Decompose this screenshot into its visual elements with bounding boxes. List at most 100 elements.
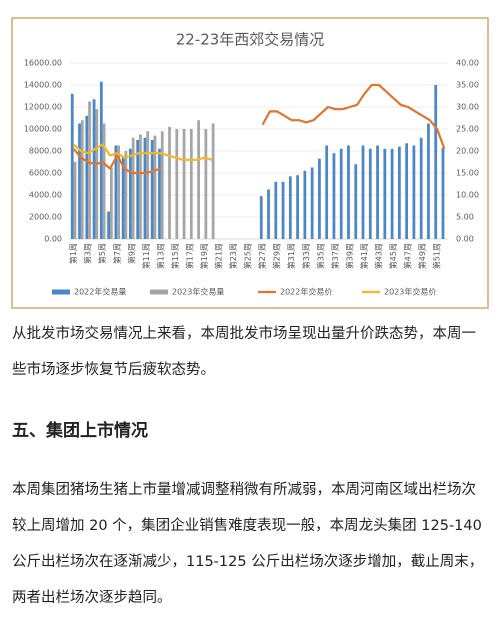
bar	[412, 145, 416, 239]
bar	[175, 129, 179, 239]
x-tick-label: 第37周	[330, 243, 340, 269]
y-tick-label: 0.00	[44, 235, 62, 244]
bar	[197, 120, 200, 239]
x-tick-label: 第51周	[432, 243, 442, 269]
bar	[124, 151, 128, 239]
y-tick-label: 16000.00	[24, 59, 62, 68]
x-tick-label: 第41周	[359, 243, 369, 269]
bar	[109, 167, 113, 239]
line	[72, 143, 213, 161]
bar	[303, 170, 307, 239]
bar	[339, 148, 343, 239]
bar	[146, 131, 150, 239]
chart: 22-23年西郊交易情况 0.00 2000.00 4000.00 6000.00 80…	[11, 17, 489, 309]
bar	[158, 148, 161, 239]
paragraph: 从批发市场交易情况上来看，本周批发市场呈现出量升价跌态势，本周一些市场逐步恢复节…	[12, 326, 476, 378]
chart-title: 22-23年西郊交易情况	[176, 31, 325, 49]
bar	[310, 167, 314, 239]
bar	[117, 145, 121, 239]
x-tick-label: 第9周	[126, 243, 136, 264]
legend-label: 2023年交易量	[172, 287, 224, 297]
x-tick-label: 第45周	[388, 243, 398, 269]
y-tick-label: 2000.00	[29, 213, 62, 222]
x-tick-label: 第43周	[373, 243, 383, 269]
x-tick-label: 第11周	[141, 243, 151, 269]
bar	[73, 162, 77, 239]
x-tick-label: 第7周	[112, 243, 122, 264]
bar	[102, 123, 106, 239]
bar	[325, 145, 329, 239]
bar	[80, 120, 84, 239]
y-tick-label: 4000.00	[29, 191, 62, 200]
bar	[160, 131, 164, 239]
bar	[168, 126, 171, 239]
bar	[347, 145, 350, 239]
bar	[434, 85, 438, 239]
bar	[131, 137, 135, 239]
bar	[204, 129, 208, 239]
y2-tick-label: 30.00	[456, 103, 479, 112]
bar	[153, 135, 157, 239]
bar	[88, 101, 91, 239]
bar	[182, 129, 186, 239]
bar	[143, 137, 147, 239]
bar	[150, 140, 154, 239]
y-tick-label: 12000.00	[24, 103, 62, 112]
bar	[107, 211, 110, 239]
x-tick-label: 第29周	[272, 243, 282, 269]
bar	[318, 158, 321, 239]
y2-tick-label: 15.00	[456, 169, 479, 178]
x-tick-label: 第39周	[344, 243, 354, 269]
x-tick-label: 第25周	[243, 243, 253, 269]
x-tick-label: 第31周	[286, 243, 296, 269]
bar	[92, 99, 96, 239]
legend-label: 2023年交易价	[384, 287, 436, 297]
bar	[281, 181, 285, 239]
y-tick-label: 14000.00	[24, 81, 62, 90]
legend-label: 2022年交易量	[74, 287, 126, 297]
y2-tick-label: 0.00	[456, 235, 474, 244]
y2-tick-label: 20.00	[456, 147, 479, 156]
bar	[78, 123, 81, 239]
bar	[368, 148, 372, 239]
bar	[121, 156, 125, 239]
line	[72, 83, 446, 175]
x-tick-label: 第3周	[83, 243, 93, 264]
x-tick-label: 第49周	[417, 243, 427, 269]
y2-tick-label: 35.00	[456, 81, 479, 90]
bar	[259, 196, 263, 239]
legend-label: 2022年交易价	[280, 287, 332, 297]
x-tick-label: 第13周	[155, 243, 165, 269]
x-tick-label: 第1周	[68, 243, 78, 264]
bar	[390, 148, 394, 239]
bar	[332, 153, 336, 239]
y2-tick-label: 10.00	[456, 191, 479, 200]
x-tick-label: 第17周	[184, 243, 194, 269]
x-tick-label: 第15周	[170, 243, 180, 269]
bar	[70, 93, 74, 239]
bar	[405, 143, 409, 239]
bar	[296, 175, 299, 239]
bar	[211, 123, 215, 239]
y-tick-label: 8000.00	[29, 147, 62, 156]
y2-tick-label: 5.00	[456, 213, 474, 222]
bar	[189, 129, 193, 239]
legend-swatch	[52, 289, 70, 295]
x-tick-label: 第33周	[301, 243, 311, 269]
x-tick-label: 第21周	[214, 243, 224, 269]
bar	[427, 123, 430, 239]
bar	[129, 148, 132, 239]
bar	[274, 181, 278, 239]
bar	[441, 147, 445, 239]
bar	[99, 81, 103, 239]
x-tick-label: 第27周	[257, 243, 267, 269]
bar	[136, 140, 140, 239]
x-tick-label: 第19周	[199, 243, 209, 269]
bar	[139, 134, 142, 239]
paragraph: 本周集团猪场生猪上市量增减调整稍微有所减弱，本周河南区域出栏场次较上周增加 20…	[12, 482, 484, 606]
x-tick-label: 第35周	[315, 243, 325, 269]
heading: 五、集团上市情况	[12, 421, 148, 441]
y2-tick-label: 25.00	[456, 125, 479, 134]
bar	[419, 137, 423, 239]
